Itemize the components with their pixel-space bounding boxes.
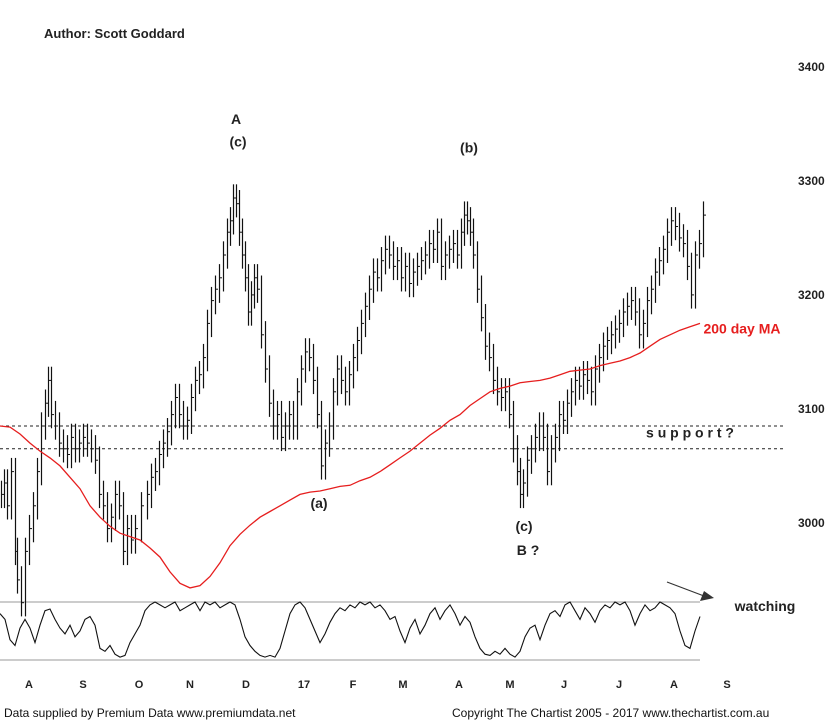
support-lines (0, 425, 786, 450)
y-tick-label: 3200 (798, 288, 825, 302)
oscillator (0, 601, 701, 658)
chart-annotations: A (c) (a) (b) (c) B ? s u p p o r t ? 200 day M… (229, 111, 795, 614)
x-tick-label: O (135, 679, 144, 691)
annotation-label: 200 day MA (703, 321, 780, 337)
price-bars (0, 184, 706, 617)
x-tick-label: M (505, 679, 514, 691)
copyright-footer: Copyright The Chartist 2005 - 2017 www.t… (452, 706, 770, 720)
x-tick-label: J (616, 679, 622, 691)
annotation-label: watching (734, 598, 796, 614)
author-label: Author: Scott Goddard (44, 26, 185, 41)
annotation-label: B ? (517, 542, 540, 558)
x-tick-label: A (670, 679, 678, 691)
x-tick-label: N (186, 679, 194, 691)
x-tick-label: D (242, 679, 250, 691)
x-axis-labels: A S O N D 17 F M A M J J A S (25, 679, 731, 691)
oscillator-line (0, 601, 701, 658)
watching-arrow-icon (666, 581, 714, 601)
x-tick-label: S (79, 679, 86, 691)
moving-average (0, 322, 701, 589)
data-source-footer: Data supplied by Premium Data www.premiu… (4, 706, 296, 720)
y-tick-label: 3100 (798, 402, 825, 416)
annotation-label: s u p p o r t ? (646, 424, 734, 440)
x-tick-label: F (350, 679, 357, 691)
oscillator-guides (0, 601, 700, 661)
annotation-label: (c) (229, 134, 246, 150)
x-tick-label: J (561, 679, 567, 691)
ma-200-line (0, 322, 701, 589)
x-tick-label: 17 (298, 679, 310, 691)
y-tick-label: 3300 (798, 174, 825, 188)
annotation-label: (a) (310, 495, 327, 511)
annotation-label: (c) (515, 518, 532, 534)
x-tick-label: S (723, 679, 730, 691)
annotation-label: (b) (460, 139, 478, 155)
y-tick-label: 3000 (798, 516, 825, 530)
x-tick-label: A (25, 679, 33, 691)
x-tick-label: M (398, 679, 407, 691)
y-tick-label: 3400 (798, 60, 825, 74)
x-tick-label: A (455, 679, 463, 691)
y-axis-labels: 3000 3100 3200 3300 3400 (798, 60, 825, 530)
annotation-label: A (231, 111, 241, 127)
